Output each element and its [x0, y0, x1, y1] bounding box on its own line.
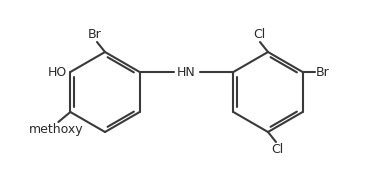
- Text: Br: Br: [88, 28, 102, 41]
- Text: Br: Br: [315, 66, 330, 78]
- Text: Cl: Cl: [271, 143, 283, 156]
- Text: HO: HO: [48, 66, 68, 78]
- Text: HN: HN: [177, 66, 196, 78]
- Text: methoxy: methoxy: [29, 123, 84, 136]
- Text: Cl: Cl: [253, 28, 265, 41]
